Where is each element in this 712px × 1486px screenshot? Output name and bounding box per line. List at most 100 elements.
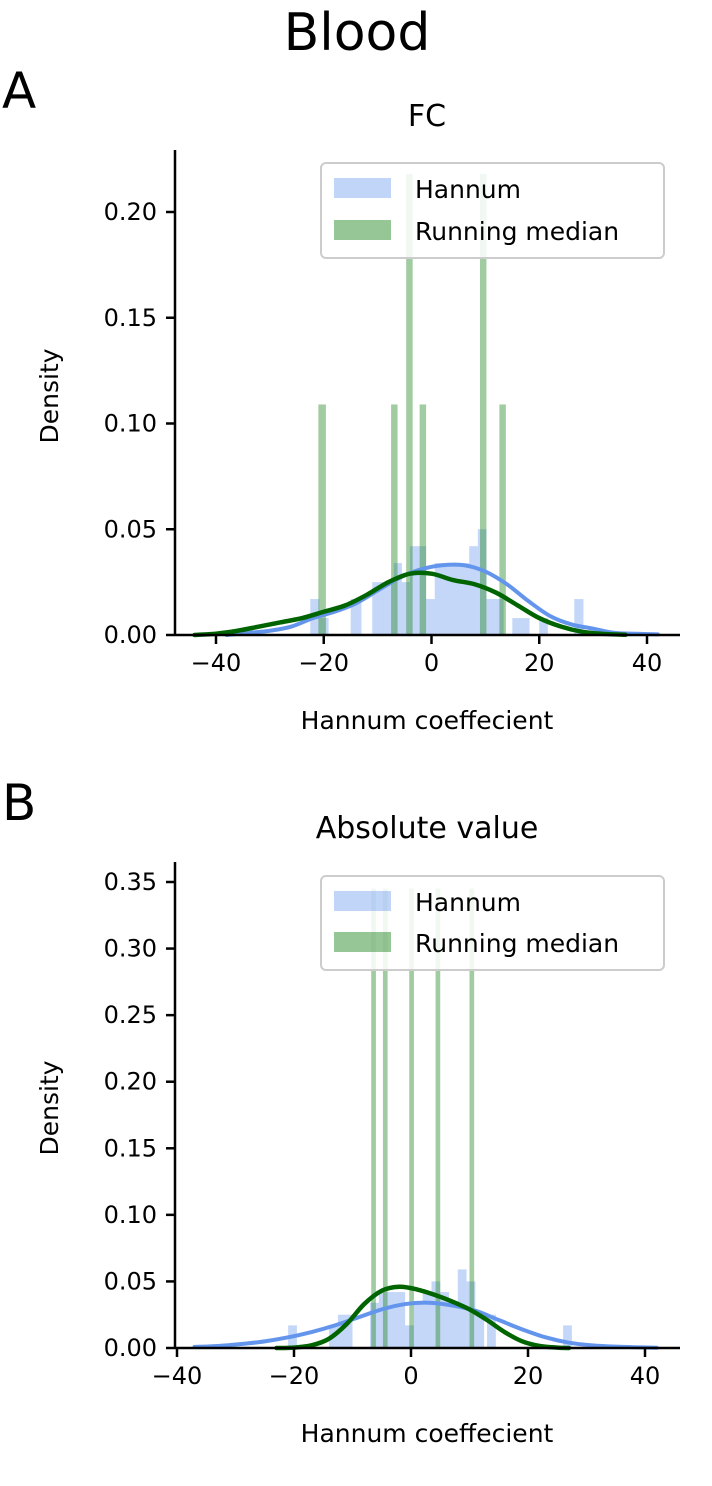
panel-b-y-tick-label-5: 0.25 (104, 1001, 157, 1029)
panel-a-y-tick-label-3: 0.15 (104, 304, 157, 332)
panel-b-kde-hannum-line (192, 1300, 659, 1350)
panel-b-median-bar-1 (382, 888, 388, 1348)
panel-a-hannum-bar-10 (434, 563, 444, 635)
panel-b-hannum-bar-8 (413, 1302, 423, 1348)
panel-b-kde-median-line (274, 1284, 572, 1351)
panel-a-hannum-bar-15 (477, 529, 487, 635)
panel-b-kde (192, 1284, 659, 1351)
panel-a-median-bar-4 (479, 173, 487, 635)
panel-a-hannum-bar-20 (539, 618, 548, 635)
panel-b-x-tick-label-0: −40 (152, 1362, 203, 1390)
panel-a-hannum-bar-5 (393, 563, 402, 635)
panel-b-median-bar-0 (371, 888, 376, 1348)
panel-b-ticks: −40 −20 0 20 40 0.00 0.05 0.10 0.15 0.20 0.25 0.30 0… (104, 868, 661, 1390)
panel-b-hannum-bar-7 (405, 1325, 414, 1348)
panel-b-hannum-bar-17 (563, 1325, 572, 1348)
panel-a-hannum-bar-21 (574, 599, 584, 635)
panel-a-hannum-bar-19 (520, 618, 530, 635)
panel-b-hist-median (371, 888, 475, 1348)
panel-a-median-bar-0 (318, 404, 326, 635)
panel-b-xlabel: Hannum coeffecient (301, 1419, 554, 1448)
panel-a-title: FC (408, 99, 446, 134)
panel-a-x-tick-label-1: −20 (298, 649, 349, 677)
panel-a-x-tick-label-4: 40 (632, 649, 663, 677)
panel-a-y-tick-label-2: 0.10 (104, 410, 157, 438)
panel-a-hannum-bar-2 (350, 599, 362, 635)
panel-b-hannum-bar-4 (378, 1292, 388, 1348)
panel-b: B Absolute value −40 −20 0 20 40 0.00 0.05 0.10… (2, 774, 680, 1448)
panel-a-hist-median (318, 173, 506, 635)
panel-a-hannum-bar-1 (319, 618, 329, 635)
panel-a-hannum-bar-18 (512, 618, 521, 635)
panel-b-legend-swatch-hannum (334, 891, 391, 911)
panel-a-hannum-bar-12 (451, 563, 461, 635)
panel-b-ylabel: Density (35, 1060, 64, 1155)
panel-a-hannum-bar-6 (401, 582, 410, 635)
panel-b-x-tick-label-3: 20 (513, 1362, 544, 1390)
panel-a-y-tick-label-1: 0.05 (104, 515, 157, 543)
panel-b-hannum-bar-6 (396, 1292, 406, 1348)
panel-b-y-tick-label-7: 0.35 (104, 868, 157, 896)
panel-a-x-tick-label-0: −40 (191, 649, 242, 677)
panel-b-y-tick-label-3: 0.15 (104, 1134, 157, 1162)
panel-b-hannum-bar-9 (422, 1292, 432, 1348)
panel-a-hannum-bar-13 (460, 563, 470, 635)
panel-a-x-tick-label-2: 0 (424, 649, 439, 677)
panel-a-ylabel: Density (35, 348, 64, 443)
panel-b-hannum-bar-16 (487, 1314, 496, 1348)
panel-a-median-bar-3 (419, 404, 427, 635)
panel-b-median-bar-4 (469, 888, 475, 1348)
panel-b-y-tick-label-4: 0.20 (104, 1068, 157, 1096)
panel-b-hannum-bar-12 (449, 1302, 458, 1348)
panel-a-y-tick-label-0: 0.00 (104, 621, 157, 649)
panel-a-hannum-bar-17 (495, 599, 504, 635)
panel-b-hannum-bar-10 (431, 1281, 441, 1348)
panel-a-legend-swatch-median (334, 220, 391, 240)
panel-b-hannum-bar-15 (475, 1314, 485, 1348)
panel-b-legend-swatch-median (334, 932, 391, 952)
panel-a-hannum-bar-14 (469, 546, 478, 635)
panel-b-hannum-bar-11 (440, 1292, 450, 1348)
panel-b-legend-label-median: Running median (415, 929, 619, 958)
panel-a-hannum-bar-8 (418, 546, 427, 635)
panel-b-median-bar-3 (435, 888, 441, 1348)
panel-a-hannum-bar-7 (409, 546, 419, 635)
panel-a-x-tick-label-3: 20 (524, 649, 555, 677)
panel-a-legend: Hannum Running median (320, 162, 665, 259)
panel-a-legend-frame (320, 162, 665, 259)
panel-a: A FC −40 −20 0 20 40 0.00 0.05 0.10 0.15 0.20 Han… (2, 62, 680, 735)
panel-b-hannum-bar-14 (466, 1281, 476, 1348)
panel-b-x-tick-label-2: 0 (403, 1362, 418, 1390)
panel-a-hannum-bar-11 (443, 563, 452, 635)
panel-b-legend: Hannum Running median (320, 875, 665, 971)
panel-b-legend-label-hannum: Hannum (415, 888, 521, 917)
figure-title: Blood (284, 3, 431, 63)
panel-a-xlabel: Hannum coeffecient (301, 706, 554, 735)
panel-b-legend-frame (320, 875, 665, 971)
panel-a-hannum-bar-4 (383, 582, 394, 635)
panel-a-legend-label-median: Running median (415, 217, 619, 246)
panel-b-axes (173, 862, 680, 1350)
panel-a-axes (173, 150, 680, 637)
panel-a-hannum-bar-16 (486, 599, 496, 635)
panel-a-median-bar-5 (499, 404, 506, 635)
panel-a-legend-label-hannum: Hannum (415, 175, 521, 204)
panel-b-y-tick-label-2: 0.10 (104, 1201, 157, 1229)
panel-b-title: Absolute value (316, 811, 539, 846)
panel-a-median-bar-1 (391, 404, 398, 635)
panel-b-hannum-bar-5 (387, 1292, 397, 1348)
panel-a-hist-hannum (310, 529, 584, 635)
panel-a-median-bar-2 (406, 173, 413, 635)
panel-b-median-bar-2 (409, 888, 414, 1348)
panel-b-x-tick-label-4: 40 (630, 1362, 661, 1390)
panel-b-y-tick-label-6: 0.30 (104, 935, 157, 963)
panel-b-y-tick-label-1: 0.05 (104, 1267, 157, 1295)
panel-a-kde-median-line (192, 570, 628, 638)
panel-b-x-tick-label-1: −20 (269, 1362, 320, 1390)
panel-a-legend-swatch-hannum (334, 178, 391, 198)
panel-b-hannum-bar-3 (370, 1302, 379, 1348)
panel-a-hannum-bar-9 (426, 599, 435, 635)
panel-a-kde (192, 562, 660, 638)
panel-a-hannum-bar-3 (372, 582, 384, 635)
